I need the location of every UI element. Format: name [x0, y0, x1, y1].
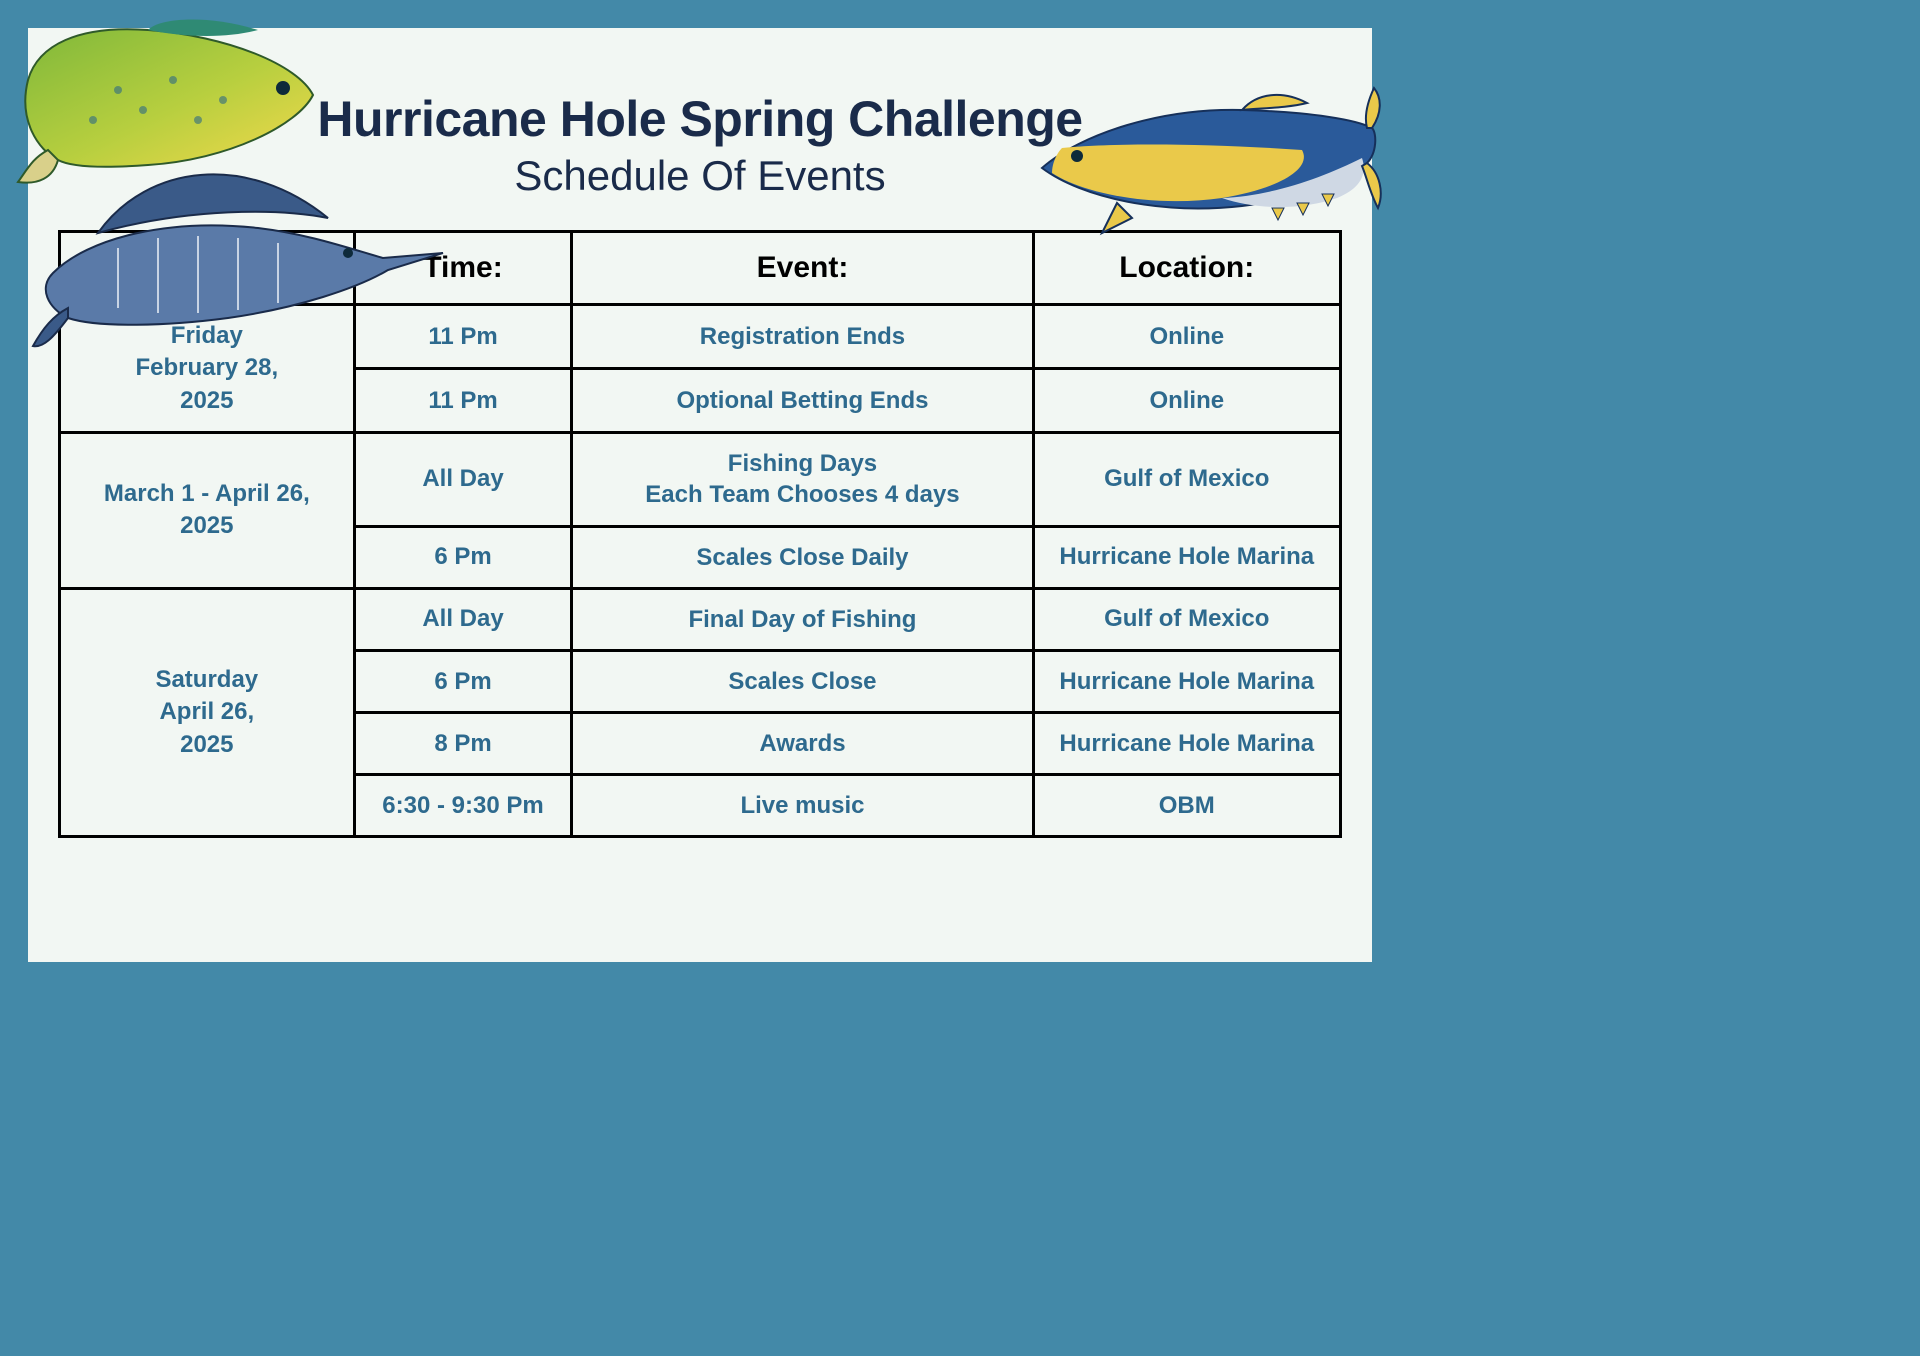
location-cell: Hurricane Hole Marina: [1033, 526, 1340, 588]
time-cell: 8 Pm: [354, 713, 572, 775]
day-cell: SaturdayApril 26,2025: [60, 588, 355, 837]
schedule-card: Hurricane Hole Spring Challenge Schedule…: [28, 28, 1372, 962]
header: Hurricane Hole Spring Challenge Schedule…: [28, 28, 1372, 230]
col-header-day: Day:: [60, 232, 355, 305]
time-cell: All Day: [354, 433, 572, 526]
event-cell: Registration Ends: [572, 305, 1033, 369]
event-cell: Awards: [572, 713, 1033, 775]
page-title: Hurricane Hole Spring Challenge: [28, 90, 1372, 148]
time-cell: 6:30 - 9:30 Pm: [354, 775, 572, 837]
time-cell: All Day: [354, 588, 572, 650]
day-cell: March 1 - April 26,2025: [60, 433, 355, 589]
table-header-row: Day: Time: Event: Location:: [60, 232, 1341, 305]
time-cell: 6 Pm: [354, 526, 572, 588]
time-cell: 11 Pm: [354, 369, 572, 433]
event-cell: Fishing DaysEach Team Chooses 4 days: [572, 433, 1033, 526]
event-cell: Live music: [572, 775, 1033, 837]
col-header-event: Event:: [572, 232, 1033, 305]
col-header-location: Location:: [1033, 232, 1340, 305]
day-cell: FridayFebruary 28,2025: [60, 305, 355, 433]
location-cell: OBM: [1033, 775, 1340, 837]
event-cell: Scales Close: [572, 650, 1033, 712]
table-row: March 1 - April 26,2025All DayFishing Da…: [60, 433, 1341, 526]
table-row: SaturdayApril 26,2025All DayFinal Day of…: [60, 588, 1341, 650]
location-cell: Hurricane Hole Marina: [1033, 650, 1340, 712]
page-subtitle: Schedule Of Events: [28, 152, 1372, 200]
location-cell: Online: [1033, 305, 1340, 369]
schedule-table: Day: Time: Event: Location: FridayFebrua…: [58, 230, 1342, 838]
time-cell: 11 Pm: [354, 305, 572, 369]
location-cell: Hurricane Hole Marina: [1033, 713, 1340, 775]
location-cell: Online: [1033, 369, 1340, 433]
event-cell: Final Day of Fishing: [572, 588, 1033, 650]
location-cell: Gulf of Mexico: [1033, 433, 1340, 526]
col-header-time: Time:: [354, 232, 572, 305]
table-row: FridayFebruary 28,202511 PmRegistration …: [60, 305, 1341, 369]
event-cell: Optional Betting Ends: [572, 369, 1033, 433]
event-cell: Scales Close Daily: [572, 526, 1033, 588]
location-cell: Gulf of Mexico: [1033, 588, 1340, 650]
time-cell: 6 Pm: [354, 650, 572, 712]
